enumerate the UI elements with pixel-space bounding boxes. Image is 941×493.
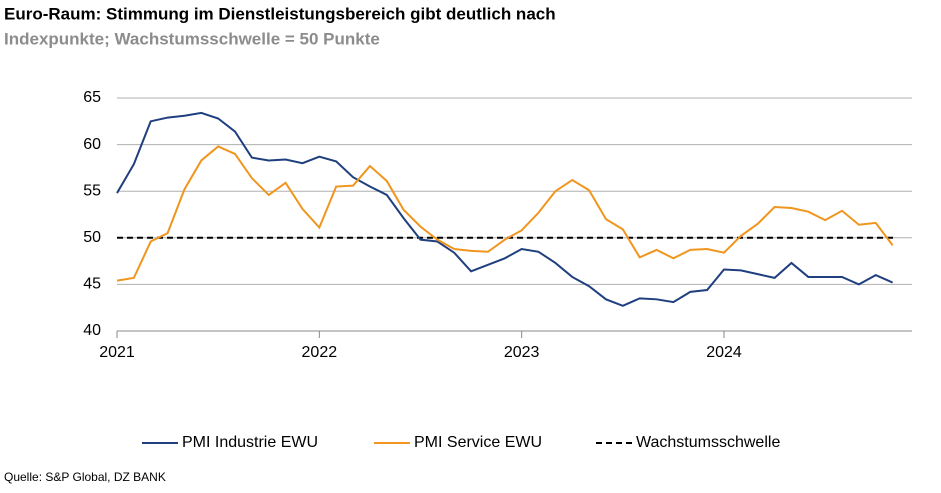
source: Quelle: S&P Global, DZ BANK (4, 470, 166, 484)
legend-label: Wachstumsschwelle (636, 434, 780, 451)
y-tick-label: 45 (83, 276, 101, 293)
x-tick-label: 2021 (99, 344, 135, 361)
x-tick-label: 2023 (504, 344, 540, 361)
y-tick-label: 50 (83, 229, 101, 246)
legend-label: PMI Service EWU (414, 434, 542, 451)
x-tick-label: 2024 (706, 344, 742, 361)
line-series (116, 145, 894, 282)
legend-label: PMI Industrie EWU (182, 434, 318, 451)
chart-subtitle: Indexpunkte; Wachstumsschwelle = 50 Punk… (4, 29, 380, 48)
y-tick-label: 60 (83, 136, 101, 153)
y-tick-label: 55 (83, 182, 101, 199)
chart-title: Euro-Raum: Stimmung im Dienstleistungsbe… (4, 4, 556, 23)
line-series (116, 111, 894, 307)
x-tick-label: 2022 (302, 344, 338, 361)
y-tick-label: 65 (83, 89, 101, 106)
y-tick-label: 40 (83, 322, 101, 339)
